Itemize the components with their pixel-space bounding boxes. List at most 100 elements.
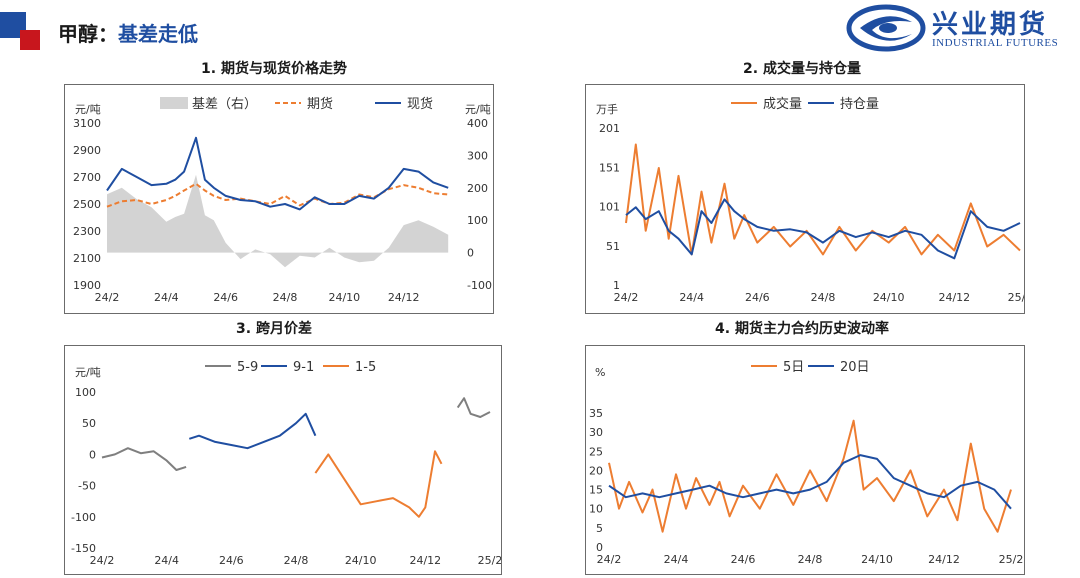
chart4-y-tick-label: 30 [589, 426, 603, 439]
slide-title-main: 基差走低 [118, 22, 198, 46]
chart4-y-tick-label: 0 [596, 541, 603, 554]
chart3-y-tick-label: -100 [71, 511, 96, 524]
logo-english-name: INDUSTRIAL FUTURES [932, 37, 1059, 49]
chart3-series-5-9-line [101, 447, 187, 471]
chart3-y-tick-label: 100 [75, 386, 96, 399]
chart2-x-tick-label: 24/2 [614, 291, 639, 304]
chart2-y-tick-label: 51 [606, 240, 620, 253]
chart3-svg: 100 50 0 -50 -100 -150 元/吨 24/2 24/4 24/6 24/8 24/1… [71, 360, 502, 567]
chart4-svg: 35 30 25 20 15 10 5 0% 24/2 24/4 24/6 24/8 24/10 24/1… [589, 360, 1024, 566]
chart3-series-9-1-line [188, 412, 317, 450]
chart4-legend-label: 20日 [840, 360, 870, 375]
chart1-title: 1. 期货与现货价格走势 [201, 61, 347, 77]
chart3-legend-label: 1-5 [355, 360, 376, 375]
corner-square-red [20, 30, 40, 50]
chart1-y-tick-label: 2100 [73, 252, 101, 265]
chart4-x-tick-label: 24/12 [928, 553, 960, 566]
chart1-y-tick-label: 2900 [73, 144, 101, 157]
chart4-legend-label: 5日 [783, 360, 804, 375]
chart1-series-基差右-area [107, 174, 449, 268]
chart4-panel: 35 30 25 20 15 10 5 0% 24/2 24/4 24/6 24/8 24/10 24/1… [585, 345, 1025, 575]
chart3-series-5-9-line [456, 397, 491, 418]
chart1-y2-tick-label: 200 [467, 182, 488, 195]
chart2-legend-label: 成交量 [763, 96, 802, 112]
chart4-series-20日-line [608, 454, 1012, 510]
chart1-y2-tick-label: -100 [467, 279, 492, 292]
chart4-x-tick-label: 24/10 [861, 553, 893, 566]
chart4-title: 4. 期货主力合约历史波动率 [715, 321, 889, 337]
chart1-y-tick-label: 2700 [73, 171, 101, 184]
chart3-panel: 100 50 0 -50 -100 -150 元/吨 24/2 24/4 24/6 24/8 24/1… [64, 345, 502, 575]
chart4-x-tick-label: 25/2 [999, 553, 1024, 566]
chart3-x-tick-label: 25/2 [478, 554, 501, 567]
chart1-x-tick-label: 24/2 [95, 291, 120, 304]
chart1-y2-tick-label: 100 [467, 214, 488, 227]
chart3-x-tick-label: 24/4 [154, 554, 179, 567]
chart2-y-axis-label: 万手 [596, 102, 618, 116]
chart4-x-tick-label: 24/8 [798, 553, 823, 566]
chart1-x-tick-label: 24/6 [213, 291, 238, 304]
chart1-panel: 3100 2900 2700 2500 2300 2100 1900 400 300 200 100… [64, 84, 494, 314]
logo-chinese-name: 兴业期货 [932, 10, 1049, 40]
chart1-legend-label: 现货 [407, 96, 433, 112]
chart3-title: 3. 跨月价差 [236, 321, 312, 337]
chart3-x-tick-label: 24/12 [409, 554, 441, 567]
chart1-legend-label: 基差（右） [192, 97, 257, 112]
chart3-y-tick-label: -50 [78, 480, 96, 493]
chart1-y-axis-label: 元/吨 [75, 103, 101, 116]
chart4-y-tick-label: 5 [596, 522, 603, 535]
chart4-y-tick-label: 25 [589, 445, 603, 458]
chart1-y2-tick-label: 300 [467, 149, 488, 162]
chart2-y-tick-label: 1 [613, 279, 620, 292]
logo-emblem-icon [846, 4, 926, 52]
chart2-y-tick-label: 201 [599, 122, 620, 135]
chart2-series-持仓量-line [625, 198, 1021, 260]
chart2-x-tick-label: 24/10 [873, 291, 905, 304]
chart3-y-tick-label: 50 [82, 417, 96, 430]
chart3-legend-label: 9-1 [293, 360, 314, 375]
chart1-x-tick-label: 24/12 [388, 291, 420, 304]
company-logo: 兴业期货 INDUSTRIAL FUTURES [846, 4, 1076, 54]
chart2-x-tick-label: 24/12 [938, 291, 970, 304]
slide-title: 甲醇：基差走低 [58, 18, 198, 47]
chart2-y-tick-label: 151 [599, 161, 620, 174]
chart3-x-tick-label: 24/6 [219, 554, 244, 567]
chart2-y-tick-label: 101 [599, 201, 620, 214]
chart2-x-tick-label: 24/4 [679, 291, 704, 304]
slide-title-prefix: 甲醇： [58, 22, 118, 46]
chart3-y-axis-label: 元/吨 [75, 366, 101, 379]
chart4-y-tick-label: 35 [589, 407, 603, 420]
chart2-x-tick-label: 24/8 [811, 291, 836, 304]
chart1-y-tick-label: 1900 [73, 279, 101, 292]
chart1-y2-tick-label: 0 [467, 247, 474, 260]
chart4-y-axis-label: % [595, 366, 605, 379]
chart3-x-tick-label: 24/8 [284, 554, 309, 567]
chart2-panel: 201 151 101 51 1 万手 24/2 24/4 24/6 24/8 24/10 24/12… [585, 84, 1032, 314]
chart4-y-tick-label: 10 [589, 503, 603, 516]
chart2-svg: 201 151 101 51 1 万手 24/2 24/4 24/6 24/8 24/10 24/12… [596, 96, 1032, 304]
chart2-x-tick-label: 25/2 [1008, 291, 1024, 304]
chart1-svg: 3100 2900 2700 2500 2300 2100 1900 400 300 200 100… [73, 96, 492, 304]
chart1-series-现货-line [106, 136, 449, 211]
chart3-legend-label: 5-9 [237, 360, 258, 375]
chart4-x-tick-label: 24/6 [731, 553, 756, 566]
chart3-y-tick-label: 0 [89, 448, 96, 461]
chart3-x-tick-label: 24/10 [345, 554, 377, 567]
chart2-title: 2. 成交量与持仓量 [743, 61, 861, 77]
chart1-y2-axis-label: 元/吨 [465, 103, 491, 116]
chart3-y-tick-label: -150 [71, 542, 96, 555]
chart1-legend-label: 期货 [307, 96, 333, 112]
chart1-legend-swatch [160, 97, 188, 109]
chart1-y-tick-label: 3100 [73, 117, 101, 130]
chart2-x-tick-label: 24/6 [745, 291, 770, 304]
chart1-y2-tick-label: 400 [467, 117, 488, 130]
chart4-y-tick-label: 20 [589, 464, 603, 477]
chart2-legend-label: 持仓量 [840, 97, 879, 112]
chart3-series-1-5-line [314, 450, 443, 518]
chart1-y-tick-label: 2300 [73, 225, 101, 238]
chart4-x-tick-label: 24/4 [664, 553, 689, 566]
chart2-series-成交量-line [625, 143, 1021, 256]
chart1-x-tick-label: 24/4 [154, 291, 179, 304]
chart1-x-tick-label: 24/10 [328, 291, 360, 304]
chart4-series-5日-line [608, 419, 1012, 533]
